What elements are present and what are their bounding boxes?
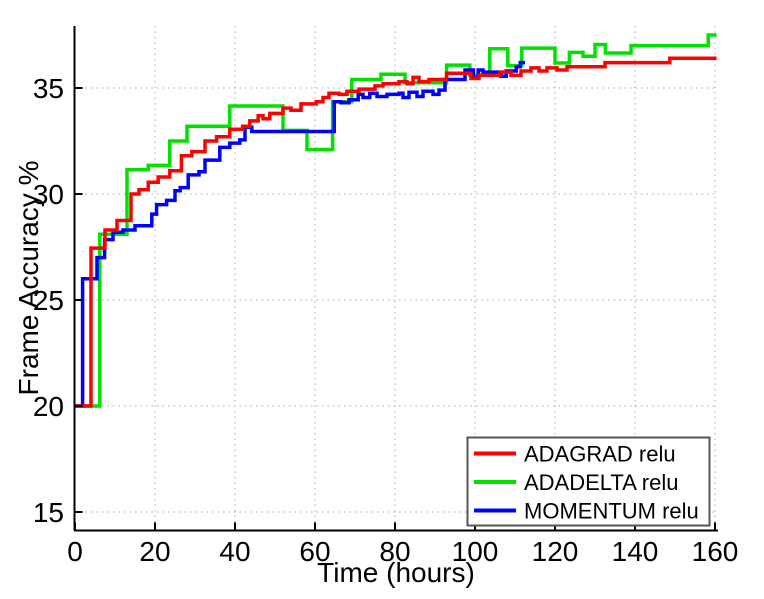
legend-label-adadelta: ADADELTA relu [524,470,678,495]
axes [73,26,718,532]
tick-labels: 0 20 40 60 80 100 120 140 160 15 20 25 30 35 [33,73,739,567]
legend-label-adagrad: ADAGRAD relu [524,442,676,467]
x-tick-label: 80 [379,536,410,567]
legend-item: MOMENTUM relu [474,499,699,524]
y-tick-label: 30 [33,179,64,210]
series-line-momentum-relu [75,60,525,408]
y-tick-label: 15 [33,497,64,528]
legend: ADAGRAD relu ADADELTA relu MOMENTUM relu [466,436,711,527]
x-tick-label: 100 [452,536,499,567]
series-line-adagrad-relu [75,56,717,408]
y-tick-label: 35 [33,73,64,104]
legend-item: ADAGRAD relu [474,442,676,467]
y-axis-label: Frame Accuracy % [13,161,44,396]
x-tick-label: 60 [299,536,330,567]
x-axis-label: Time (hours) [317,557,475,588]
y-tick-label: 25 [33,285,64,316]
x-tick-label: 140 [612,536,659,567]
x-tick-label: 20 [139,536,170,567]
x-tick-label: 160 [692,536,739,567]
series-line-adadelta-relu [75,33,717,408]
legend-label-momentum: MOMENTUM relu [524,499,699,524]
x-tick-label: 120 [532,536,579,567]
legend-item: ADADELTA relu [474,470,678,495]
x-tick-label: 0 [67,536,83,567]
y-tick-label: 20 [33,391,64,422]
x-tick-label: 40 [219,536,250,567]
series-lines [75,33,717,408]
